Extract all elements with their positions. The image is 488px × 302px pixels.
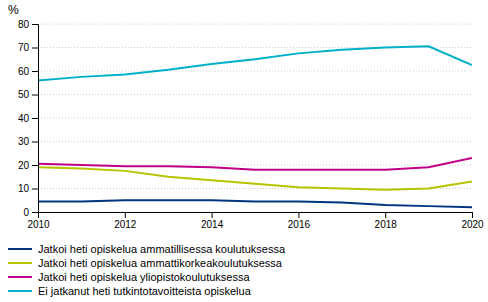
legend-item: Jatkoi heti opiskelua ammatillisessa kou… (8, 243, 286, 255)
axis-line (39, 213, 473, 219)
legend: Jatkoi heti opiskelua ammatillisessa kou… (8, 243, 286, 297)
tick-mark (32, 165, 38, 166)
tick-mark (32, 212, 38, 213)
tick: 2014 (201, 212, 224, 230)
grid-line (38, 71, 472, 72)
tick-label: 2010 (27, 219, 50, 230)
series-line (38, 158, 472, 170)
tick: 70 (18, 42, 38, 53)
tick-label: 2012 (114, 219, 137, 230)
x-axis: 2010 2012 2014 2016 2018 2020 (27, 212, 484, 230)
tick: 80 (18, 19, 38, 30)
y-axis: 0 10 20 30 40 50 60 70 80 (18, 19, 39, 218)
axis-line (32, 25, 39, 213)
tick-label: 70 (18, 42, 30, 53)
tick: 20 (18, 160, 38, 171)
tick: 2016 (288, 212, 311, 230)
legend-swatch (8, 248, 32, 250)
legend-label: Jatkoi heti opiskelua ammattikorkeakoulu… (38, 257, 283, 269)
tick-label: 80 (18, 19, 30, 30)
tick: 10 (18, 183, 38, 194)
tick: 0 (23, 207, 38, 218)
grid-line (38, 118, 472, 119)
tick-label: 60 (18, 66, 30, 77)
y-label: % (8, 3, 19, 17)
tick-mark (472, 212, 473, 218)
tick-mark (32, 48, 38, 49)
grid-line (38, 94, 472, 95)
legend-item: Jatkoi heti opiskelua ammattikorkeakoulu… (8, 257, 283, 269)
tick-label: 50 (18, 89, 30, 100)
tick-mark (212, 212, 213, 218)
lines (38, 46, 472, 207)
series-line (38, 46, 472, 80)
legend-swatch (8, 290, 32, 292)
tick-mark (32, 142, 38, 143)
tick-label: 0 (23, 207, 29, 218)
grid-line (38, 141, 472, 142)
tick-mark (32, 24, 38, 25)
tick-mark (32, 95, 38, 96)
legend-item: Ei jatkanut heti tutkintotavoitteista op… (8, 285, 252, 297)
legend-swatch (8, 262, 32, 264)
legend-label: Ei jatkanut heti tutkintotavoitteista op… (38, 285, 252, 297)
grid (38, 24, 472, 212)
plot: 2010 2012 2014 2016 2018 2020 0 10 20 30 40 50 60 70 8… (18, 19, 484, 230)
tick-mark (385, 212, 386, 218)
tick-label: 30 (18, 136, 30, 147)
grid-line (38, 24, 472, 25)
legend-swatch (8, 276, 32, 278)
tick: 2020 (461, 212, 484, 230)
tick: 60 (18, 66, 38, 77)
tick-label: 2014 (201, 219, 224, 230)
tick: 2012 (114, 212, 137, 230)
legend-label: Jatkoi heti opiskelua yliopistokoulutuks… (38, 271, 250, 283)
tick-label: 40 (18, 113, 30, 124)
chart: 2010 2012 2014 2016 2018 2020 0 10 20 30 40 50 60 70 8… (0, 0, 488, 302)
tick-label: 2020 (461, 219, 484, 230)
tick: 2010 (27, 212, 50, 230)
series-line (38, 200, 472, 207)
tick-mark (298, 212, 299, 218)
tick-label: 2016 (288, 219, 311, 230)
tick-label: 20 (18, 160, 30, 171)
tick-mark (32, 71, 38, 72)
tick: 50 (18, 89, 38, 100)
tick: 2018 (375, 212, 398, 230)
tick-mark (32, 189, 38, 190)
legend-label: Jatkoi heti opiskelua ammatillisessa kou… (38, 243, 286, 255)
tick-label: 2018 (375, 219, 398, 230)
tick-mark (32, 118, 38, 119)
legend-item: Jatkoi heti opiskelua yliopistokoulutuks… (8, 271, 250, 283)
tick: 40 (18, 113, 38, 124)
tick: 30 (18, 136, 38, 147)
tick-mark (125, 212, 126, 218)
tick-label: 10 (18, 183, 30, 194)
